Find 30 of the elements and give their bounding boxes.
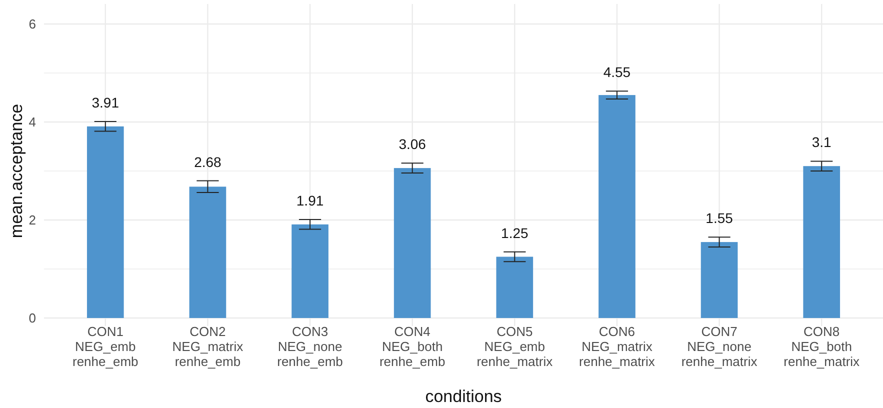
y-tick-label: 4: [28, 114, 36, 130]
data-label: 3.91: [92, 94, 120, 111]
bar: [803, 166, 840, 318]
x-tick-label: CON8 NEG_both renhe_matrix: [784, 324, 860, 369]
y-axis-title: mean.acceptance: [7, 104, 26, 238]
bar: [189, 186, 226, 318]
data-label: 4.55: [603, 64, 631, 80]
data-label: 2.68: [194, 154, 222, 170]
bar: [292, 224, 328, 318]
data-label: 1.91: [296, 192, 324, 209]
data-label: 1.25: [501, 224, 528, 241]
x-tick-label: CON7 NEG_none renhe_matrix: [681, 324, 758, 369]
bar: [496, 256, 534, 318]
y-tick-label: 2: [28, 212, 36, 228]
x-tick-label: CON5 NEG_emb renhe_matrix: [476, 324, 554, 369]
bar: [394, 168, 431, 318]
x-tick-label: CON3 NEG_none renhe_emb: [277, 324, 343, 369]
y-tick-label: 6: [28, 16, 36, 32]
x-tick-label: CON1 NEG_emb renhe_emb: [72, 324, 138, 369]
bar: [598, 95, 636, 318]
bar: [700, 242, 738, 318]
y-tick-label: 0: [28, 310, 36, 326]
x-axis-title: conditions: [425, 387, 502, 406]
bar: [86, 126, 124, 318]
data-label: 3.06: [398, 136, 426, 152]
data-label: 3.1: [812, 134, 832, 150]
x-tick-label: CON2 NEG_matrix renhe_emb: [172, 324, 244, 369]
data-label: 1.55: [706, 210, 734, 226]
x-tick-label: CON6 NEG_matrix renhe_matrix: [579, 324, 656, 369]
x-tick-label: CON4 NEG_both renhe_emb: [379, 324, 446, 369]
